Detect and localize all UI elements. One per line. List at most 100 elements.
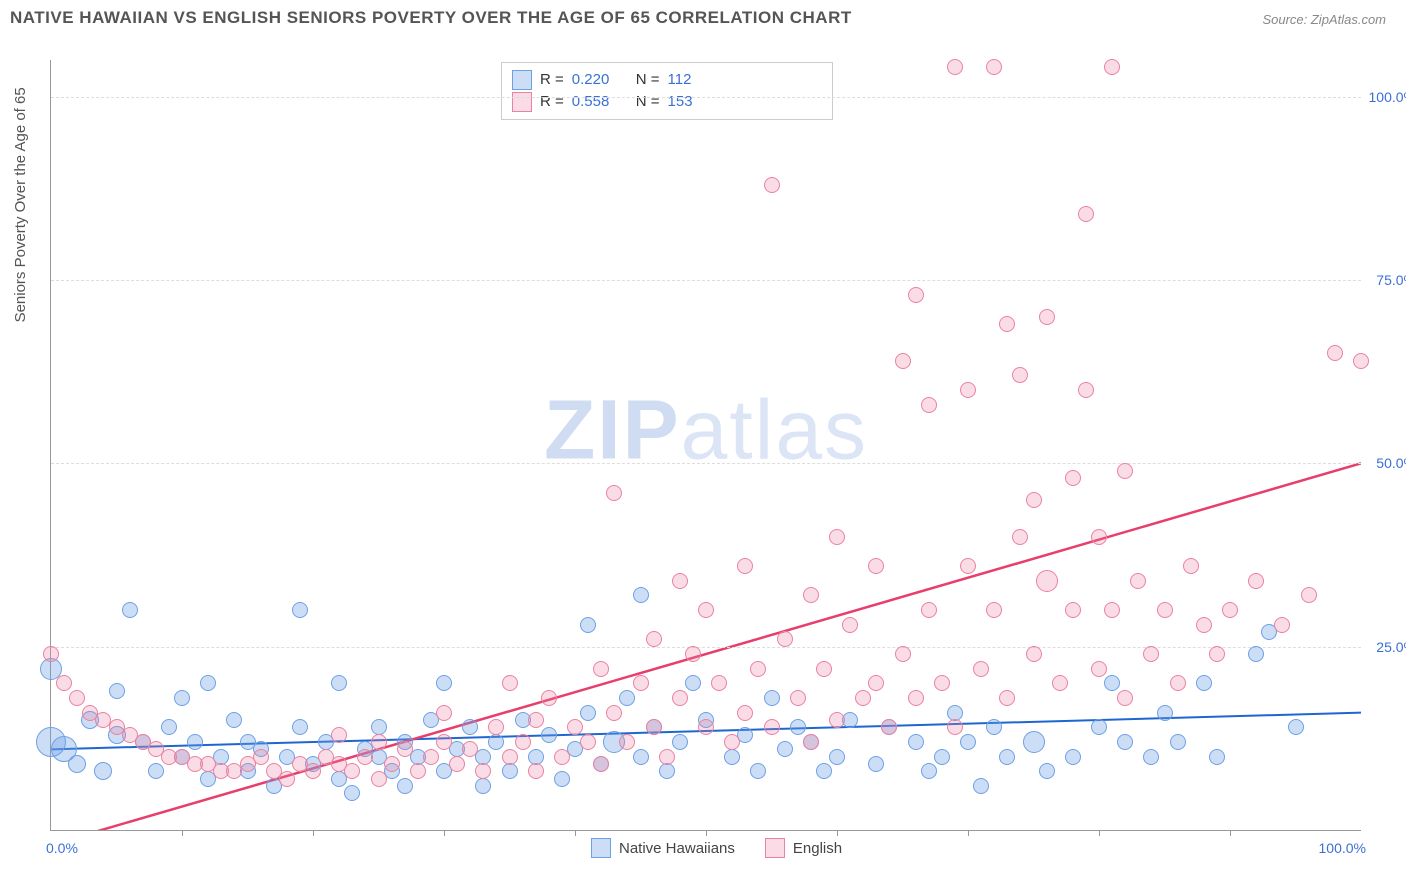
legend-label: English [793, 840, 842, 857]
scatter-point-pink [593, 661, 609, 677]
scatter-point-blue [397, 778, 413, 794]
scatter-point-pink [1209, 646, 1225, 662]
scatter-point-blue [921, 763, 937, 779]
scatter-point-blue [292, 719, 308, 735]
scatter-point-pink [986, 602, 1002, 618]
scatter-point-pink [43, 646, 59, 662]
scatter-point-pink [764, 719, 780, 735]
scatter-point-pink [502, 675, 518, 691]
stat-n-label: N = [636, 69, 660, 91]
series-legend: Native Hawaiians English [591, 838, 842, 858]
scatter-point-pink [1327, 345, 1343, 361]
scatter-point-blue [685, 675, 701, 691]
scatter-point-pink [999, 690, 1015, 706]
scatter-point-blue [1170, 734, 1186, 750]
scatter-point-pink [960, 382, 976, 398]
scatter-point-blue [999, 749, 1015, 765]
scatter-point-pink [449, 756, 465, 772]
scatter-point-pink [698, 602, 714, 618]
scatter-point-pink [541, 690, 557, 706]
scatter-point-pink [1170, 675, 1186, 691]
scatter-point-blue [68, 755, 86, 773]
grid-line [51, 463, 1361, 464]
scatter-point-pink [1117, 690, 1133, 706]
scatter-point-pink [1052, 675, 1068, 691]
scatter-point-blue [633, 749, 649, 765]
scatter-point-blue [94, 762, 112, 780]
stat-r-value: 0.558 [572, 91, 628, 113]
scatter-point-pink [921, 602, 937, 618]
scatter-point-pink [515, 734, 531, 750]
scatter-point-pink [528, 763, 544, 779]
scatter-point-pink [1078, 382, 1094, 398]
stat-r-label: R = [540, 91, 564, 113]
scatter-point-blue [986, 719, 1002, 735]
legend-item: Native Hawaiians [591, 838, 735, 858]
scatter-point-blue [1117, 734, 1133, 750]
scatter-point-blue [1209, 749, 1225, 765]
scatter-point-pink [672, 690, 688, 706]
stat-r-value: 0.220 [572, 69, 628, 91]
scatter-point-blue [672, 734, 688, 750]
scatter-point-pink [423, 749, 439, 765]
stat-r-label: R = [540, 69, 564, 91]
scatter-point-pink [685, 646, 701, 662]
scatter-point-pink [1157, 602, 1173, 618]
scatter-point-blue [580, 705, 596, 721]
scatter-point-pink [1196, 617, 1212, 633]
scatter-point-pink [698, 719, 714, 735]
scatter-point-pink [646, 631, 662, 647]
scatter-point-blue [973, 778, 989, 794]
y-tick: 100.0% [1369, 89, 1406, 105]
scatter-point-pink [934, 675, 950, 691]
scatter-point-blue [868, 756, 884, 772]
x-minor-tick [1230, 830, 1231, 836]
scatter-point-blue [1065, 749, 1081, 765]
scatter-point-blue [331, 675, 347, 691]
x-minor-tick [444, 830, 445, 836]
x-minor-tick [1099, 830, 1100, 836]
scatter-point-pink [1036, 570, 1058, 592]
stats-row: R = 0.220 N = 112 [512, 69, 822, 91]
scatter-point-pink [659, 749, 675, 765]
scatter-point-blue [122, 602, 138, 618]
scatter-point-pink [488, 719, 504, 735]
scatter-point-pink [475, 763, 491, 779]
scatter-point-blue [161, 719, 177, 735]
scatter-point-pink [436, 705, 452, 721]
scatter-point-pink [331, 727, 347, 743]
scatter-point-blue [528, 749, 544, 765]
scatter-point-pink [1117, 463, 1133, 479]
scatter-point-blue [200, 675, 216, 691]
scatter-point-pink [908, 287, 924, 303]
scatter-point-pink [1143, 646, 1159, 662]
scatter-point-pink [606, 705, 622, 721]
chart-source: Source: ZipAtlas.com [1262, 12, 1386, 27]
stat-n-value: 112 [668, 69, 692, 91]
x-tick-0: 0.0% [46, 840, 78, 856]
scatter-point-pink [1104, 59, 1120, 75]
scatter-point-pink [1065, 602, 1081, 618]
scatter-point-blue [960, 734, 976, 750]
scatter-point-pink [1012, 367, 1028, 383]
scatter-point-blue [371, 719, 387, 735]
scatter-point-pink [371, 771, 387, 787]
scatter-point-blue [790, 719, 806, 735]
scatter-point-pink [1248, 573, 1264, 589]
scatter-point-pink [1078, 206, 1094, 222]
scatter-point-blue [580, 617, 596, 633]
scatter-point-pink [1104, 602, 1120, 618]
scatter-point-blue [488, 734, 504, 750]
scatter-point-pink [279, 771, 295, 787]
stats-legend: R =0.220N =112R =0.558N =153 [501, 62, 833, 120]
scatter-point-pink [410, 763, 426, 779]
scatter-point-blue [724, 749, 740, 765]
scatter-point-pink [1091, 529, 1107, 545]
scatter-point-pink [1183, 558, 1199, 574]
scatter-point-pink [803, 587, 819, 603]
y-tick: 50.0% [1376, 455, 1406, 471]
scatter-point-blue [764, 690, 780, 706]
scatter-point-pink [986, 59, 1002, 75]
scatter-point-blue [541, 727, 557, 743]
scatter-point-pink [305, 763, 321, 779]
